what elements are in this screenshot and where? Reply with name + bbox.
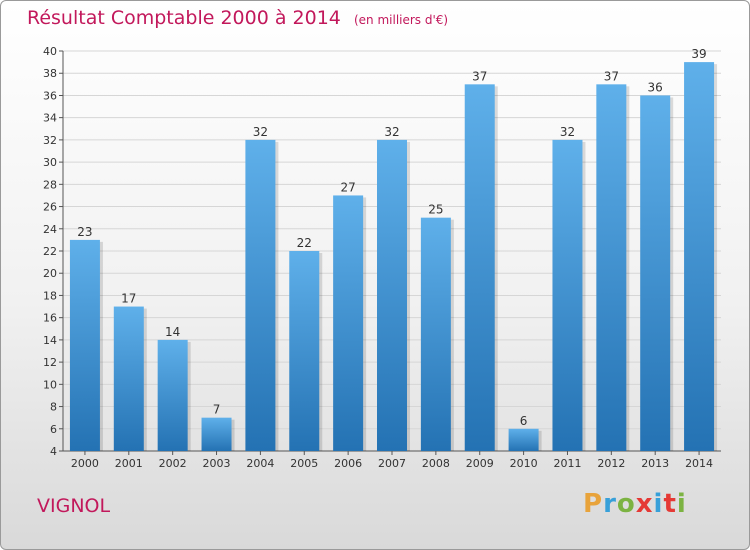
bar — [640, 95, 671, 451]
bar — [201, 417, 232, 451]
bar — [552, 139, 583, 451]
y-tick-label: 6 — [50, 423, 57, 436]
chart-title: Résultat Comptable 2000 à 2014 (en milli… — [27, 7, 448, 29]
y-tick-label: 8 — [50, 401, 57, 414]
y-tick-label: 26 — [43, 201, 57, 214]
y-tick-label: 12 — [43, 356, 57, 369]
data-label: 22 — [297, 236, 312, 250]
commune-name: VIGNOL — [37, 495, 111, 517]
y-tick-label: 18 — [43, 289, 57, 302]
x-tick-label: 2004 — [246, 457, 274, 470]
data-label: 23 — [77, 225, 92, 239]
y-tick-label: 20 — [43, 267, 57, 280]
bar — [157, 339, 188, 451]
x-tick-label: 2009 — [466, 457, 494, 470]
x-tick-label: 2010 — [510, 457, 538, 470]
data-label: 37 — [472, 69, 487, 83]
y-tick-label: 10 — [43, 378, 57, 391]
bar — [245, 139, 276, 451]
y-tick-label: 32 — [43, 134, 57, 147]
logo-letter: x — [635, 489, 654, 519]
y-tick-label: 16 — [43, 312, 57, 325]
y-tick-label: 38 — [43, 67, 57, 80]
proxiti-logo: Proxiti — [583, 489, 687, 519]
data-label: 6 — [520, 414, 528, 428]
bar — [508, 428, 539, 451]
data-label: 39 — [691, 47, 706, 61]
title-main: Résultat Comptable 2000 à 2014 — [27, 7, 341, 29]
x-tick-label: 2011 — [553, 457, 581, 470]
x-tick-label: 2002 — [159, 457, 187, 470]
bar — [596, 84, 627, 451]
y-tick-label: 4 — [50, 445, 57, 458]
logo-letter: o — [616, 489, 636, 519]
bar — [333, 195, 364, 451]
bar — [420, 217, 451, 451]
x-tick-label: 2012 — [597, 457, 625, 470]
logo-letter: i — [676, 489, 687, 519]
bar — [113, 306, 144, 451]
data-label: 14 — [165, 325, 180, 339]
y-tick-label: 24 — [43, 223, 57, 236]
data-label: 36 — [648, 80, 663, 94]
x-tick-label: 2003 — [203, 457, 231, 470]
bar — [289, 251, 320, 451]
bar — [69, 239, 100, 451]
y-tick-label: 14 — [43, 334, 57, 347]
y-tick-label: 22 — [43, 245, 57, 258]
x-tick-label: 2008 — [422, 457, 450, 470]
x-tick-label: 2007 — [378, 457, 406, 470]
y-tick-label: 36 — [43, 89, 57, 102]
data-label: 32 — [384, 125, 399, 139]
x-tick-label: 2014 — [685, 457, 713, 470]
logo-letter: r — [603, 489, 617, 519]
title-unit: (en milliers d'€) — [353, 13, 449, 27]
y-tick-label: 30 — [43, 156, 57, 169]
x-tick-label: 2000 — [71, 457, 99, 470]
data-label: 7 — [213, 403, 221, 417]
data-label: 27 — [340, 180, 355, 194]
bar — [684, 62, 715, 451]
y-tick-label: 40 — [43, 45, 57, 58]
x-tick-label: 2001 — [115, 457, 143, 470]
x-tick-label: 2005 — [290, 457, 318, 470]
x-tick-label: 2013 — [641, 457, 669, 470]
data-label: 32 — [253, 125, 268, 139]
y-tick-label: 28 — [43, 178, 57, 191]
logo-letter: P — [583, 489, 604, 519]
data-label: 17 — [121, 292, 136, 306]
logo-letter: i — [653, 489, 664, 519]
data-label: 32 — [560, 125, 575, 139]
bar — [377, 139, 407, 451]
bar — [464, 84, 495, 451]
x-tick-label: 2006 — [334, 457, 362, 470]
y-tick-label: 34 — [43, 112, 57, 125]
data-label: 37 — [604, 69, 619, 83]
data-label: 25 — [428, 203, 443, 217]
logo-letter: t — [663, 489, 677, 519]
